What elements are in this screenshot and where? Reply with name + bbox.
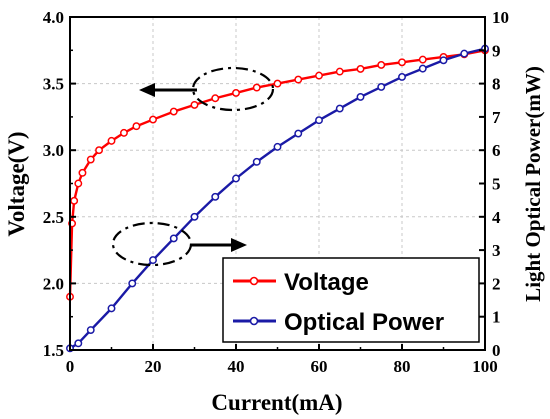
data-point-optical-power [128,279,137,288]
y-tick-label-right: 5 [492,175,501,194]
x-tick-label: 60 [311,357,328,376]
data-point-voltage [252,83,261,92]
data-point-voltage [294,75,303,84]
data-point-voltage [335,67,344,76]
annotation-left-arrow [139,66,275,112]
data-point-voltage [149,115,157,124]
y-tick-label-right: 1 [492,308,501,327]
legend-marker-optical-power [249,316,259,326]
data-point-optical-power [149,256,157,265]
x-axis-title: Current(mA) [211,390,342,415]
data-point-optical-power [74,339,83,348]
data-point-voltage [74,179,83,188]
data-point-optical-power [252,157,261,166]
data-point-voltage [211,94,220,103]
y-tick-label-left: 4.0 [43,8,64,27]
arrow-right-head [231,238,247,252]
data-point-optical-power [86,326,95,334]
data-point-voltage [356,64,365,73]
data-point-optical-power [356,92,365,101]
x-tick-label: 80 [394,357,411,376]
data-point-optical-power [398,72,406,81]
y-tick-label-left: 3.5 [43,75,64,94]
data-point-optical-power [335,104,344,113]
data-point-voltage [398,58,406,67]
data-point-optical-power [377,82,386,91]
data-point-voltage [78,168,87,177]
legend-label-optical-power: Optical Power [284,309,444,336]
dashdot-ellipse-left [191,66,275,112]
data-point-optical-power [232,174,240,183]
y-tick-label-left: 2.5 [43,208,64,227]
data-point-voltage [169,107,178,116]
y-tick-label-right: 3 [492,241,501,260]
x-tick-label: 40 [228,357,245,376]
data-point-voltage [232,88,240,97]
arrow-left-head [139,83,155,97]
y-tick-label-right: 7 [492,108,501,127]
data-point-optical-power [294,129,303,138]
legend: Voltage Optical Power [222,257,480,343]
y-axis-title-right: Light Optical Power(mW) [521,66,545,302]
y-tick-label-right: 9 [492,41,501,60]
y-tick-label-left: 1.5 [43,341,64,360]
data-point-voltage [70,196,79,205]
y-tick-label-right: 10 [492,8,509,27]
data-point-optical-power [211,192,220,201]
series-layer [66,44,489,353]
data-point-optical-power [315,116,323,125]
x-tick-label: 0 [66,357,75,376]
x-tick-label: 20 [145,357,162,376]
legend-label-voltage: Voltage [284,269,369,296]
y-tick-label-right: 0 [492,341,501,360]
x-tick-label: 100 [472,357,498,376]
data-point-optical-power [190,212,199,221]
tick-labels: 0 20 40 60 80 100 1.5 2.0 2.5 3.0 3.5 4.0 0 1 2 3 4 5 6 7 8 9… [43,8,509,376]
series-line-optical-power [69,47,486,350]
y-tick-label-right: 4 [492,208,501,227]
data-point-voltage [273,79,282,88]
data-point-voltage [95,146,104,155]
y-tick-label-left: 2.0 [43,274,64,293]
data-point-voltage [132,122,141,131]
data-point-voltage [377,61,386,69]
data-point-voltage [315,71,323,80]
data-point-voltage [86,155,95,164]
data-point-voltage [418,55,427,64]
data-point-voltage [107,136,116,145]
data-point-optical-power [460,49,469,58]
y-tick-label-left: 3.0 [43,141,64,160]
data-point-optical-power [273,142,282,151]
data-point-voltage [190,100,199,109]
y-tick-label-right: 8 [492,75,501,94]
data-point-optical-power [107,304,116,313]
data-point-optical-power [439,56,448,65]
y-tick-label-right: 6 [492,141,501,160]
legend-marker-voltage [249,276,259,286]
y-tick-label-right: 2 [492,274,501,293]
data-point-voltage [120,128,128,137]
ticks [69,16,486,351]
data-point-optical-power [418,64,427,73]
y-axis-title-left: Voltage(V) [4,131,29,236]
legend-box [222,257,480,343]
data-point-optical-power [169,234,178,243]
annotation-right-arrow [111,221,247,267]
